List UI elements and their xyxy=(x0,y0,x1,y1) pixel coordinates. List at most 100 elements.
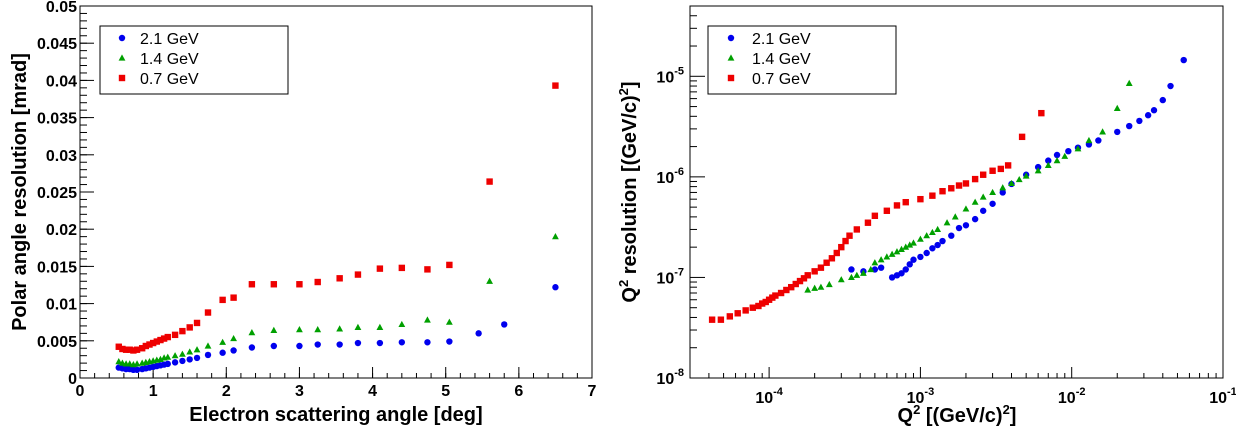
right-point-square xyxy=(883,207,891,214)
right-point-triangle xyxy=(877,256,885,263)
left-point-square xyxy=(424,266,431,273)
right-point-circle xyxy=(923,249,930,257)
left-point-square xyxy=(138,345,146,352)
right-y-tick-label: 10-5 xyxy=(656,65,684,86)
right-point-circle xyxy=(1167,82,1174,90)
left-point-square xyxy=(171,331,179,339)
right-point-triangle xyxy=(971,198,979,205)
left-point-circle xyxy=(446,338,453,345)
right-point-circle xyxy=(1053,151,1061,159)
right-point-square xyxy=(902,198,909,206)
right-point-circle xyxy=(910,256,917,263)
right-point-circle xyxy=(1065,147,1072,155)
right-point-triangle xyxy=(910,239,917,246)
right-point-circle xyxy=(948,232,955,239)
right-point-circle xyxy=(1095,137,1102,144)
right-point-square xyxy=(783,286,790,294)
right-point-circle xyxy=(962,222,970,229)
right-point-circle xyxy=(999,189,1006,196)
left-legend-marker-square xyxy=(118,74,126,82)
right-point-square xyxy=(917,195,924,203)
left-point-square xyxy=(160,335,168,342)
left-x-tick-label: 7 xyxy=(588,383,597,400)
left-point-square xyxy=(122,346,130,353)
left-y-tick-label: 0.03 xyxy=(46,148,77,165)
left-point-triangle xyxy=(193,346,201,353)
right-x-tick-label: 10-3 xyxy=(907,386,935,407)
right-point-circle xyxy=(979,207,987,214)
left-point-triangle xyxy=(424,316,431,323)
right-x-tick-label: 10-4 xyxy=(755,386,783,407)
right-point-triangle xyxy=(1061,152,1069,159)
right-y-tick-label: 10-6 xyxy=(656,166,684,187)
left-y-tick-label: 0 xyxy=(68,371,77,388)
left-point-triangle xyxy=(230,334,237,342)
left-point-square xyxy=(230,294,237,301)
right-point-square xyxy=(833,249,840,257)
left-point-triangle xyxy=(296,326,303,333)
left-point-triangle xyxy=(336,325,344,332)
right-point-triangle xyxy=(1053,157,1061,164)
right-point-triangle xyxy=(837,276,845,283)
right-point-square xyxy=(788,283,795,291)
left-y-axis-title: Polar angle resolution [mrad] xyxy=(9,53,31,331)
right-point-triangle xyxy=(848,273,855,281)
left-point-square xyxy=(133,346,141,353)
right-point-circle xyxy=(939,237,946,245)
left-x-tick-label: 6 xyxy=(514,383,523,400)
right-point-square xyxy=(871,212,879,220)
right-point-square xyxy=(717,316,725,323)
right-x-title-end: ] xyxy=(1010,405,1017,427)
right-point-circle xyxy=(955,224,963,232)
left-point-triangle xyxy=(133,360,141,367)
right-point-circle xyxy=(1159,96,1166,104)
left-point-circle xyxy=(164,360,171,368)
right-point-circle xyxy=(877,264,885,271)
right-point-square xyxy=(929,192,936,199)
right-point-square xyxy=(842,237,849,245)
right-point-triangle xyxy=(1022,172,1030,179)
left-x-tick-label: 5 xyxy=(441,383,450,400)
left-point-square xyxy=(219,296,226,304)
right-point-triangle xyxy=(999,184,1007,191)
left-point-square xyxy=(204,309,212,316)
right-point-triangle xyxy=(943,219,951,226)
left-y-tick-label: 0.01 xyxy=(46,297,77,314)
right-point-square xyxy=(1038,109,1045,117)
right-x-tick-label: 10-1 xyxy=(1209,386,1236,407)
q2-resolution-panel: 10-4 10-3 10-2 10-1 10-8 10-7 10-6 10-5 2.1 GeV… xyxy=(616,5,1236,427)
right-point-circle xyxy=(902,266,909,273)
left-legend-label: 2.1 GeV xyxy=(140,31,199,48)
left-point-square xyxy=(126,346,133,353)
right-point-triangle xyxy=(853,271,861,278)
right-point-circle xyxy=(906,261,913,268)
right-y-axis-title: Q2 resolution [(GeV/c)2] xyxy=(616,81,641,302)
left-legend: 2.1 GeV 1.4 GeV 0.7 GeV xyxy=(99,25,289,95)
left-point-circle xyxy=(230,347,237,354)
right-point-circle xyxy=(971,215,979,223)
left-x-tick-label: 3 xyxy=(295,383,304,400)
left-axes: 0 1 2 3 4 5 6 7 0 0.005 0.01 0.015 0.02 0.025 0.03 0.03… xyxy=(37,0,597,400)
right-point-circle xyxy=(1045,157,1052,164)
right-point-circle xyxy=(1114,128,1121,136)
right-point-square xyxy=(749,304,756,311)
right-point-square xyxy=(823,259,830,266)
right-point-square xyxy=(979,171,987,178)
right-point-triangle xyxy=(1113,104,1121,111)
right-point-triangle xyxy=(934,225,942,233)
left-point-square xyxy=(142,342,150,350)
left-point-triangle xyxy=(376,323,384,331)
left-point-square xyxy=(119,345,126,353)
left-legend-label: 0.7 GeV xyxy=(140,71,199,88)
right-legend-marker-square xyxy=(727,74,735,82)
left-point-circle xyxy=(133,366,141,374)
left-point-square xyxy=(376,265,384,272)
left-point-triangle xyxy=(445,318,453,325)
right-x-title-rest: [(GeV/c) xyxy=(920,405,1002,427)
right-point-triangle xyxy=(906,241,914,248)
right-x-title-main: Q xyxy=(898,405,914,427)
right-legend-label: 0.7 GeV xyxy=(752,71,811,88)
right-point-triangle xyxy=(883,253,891,260)
left-point-triangle xyxy=(486,277,493,284)
